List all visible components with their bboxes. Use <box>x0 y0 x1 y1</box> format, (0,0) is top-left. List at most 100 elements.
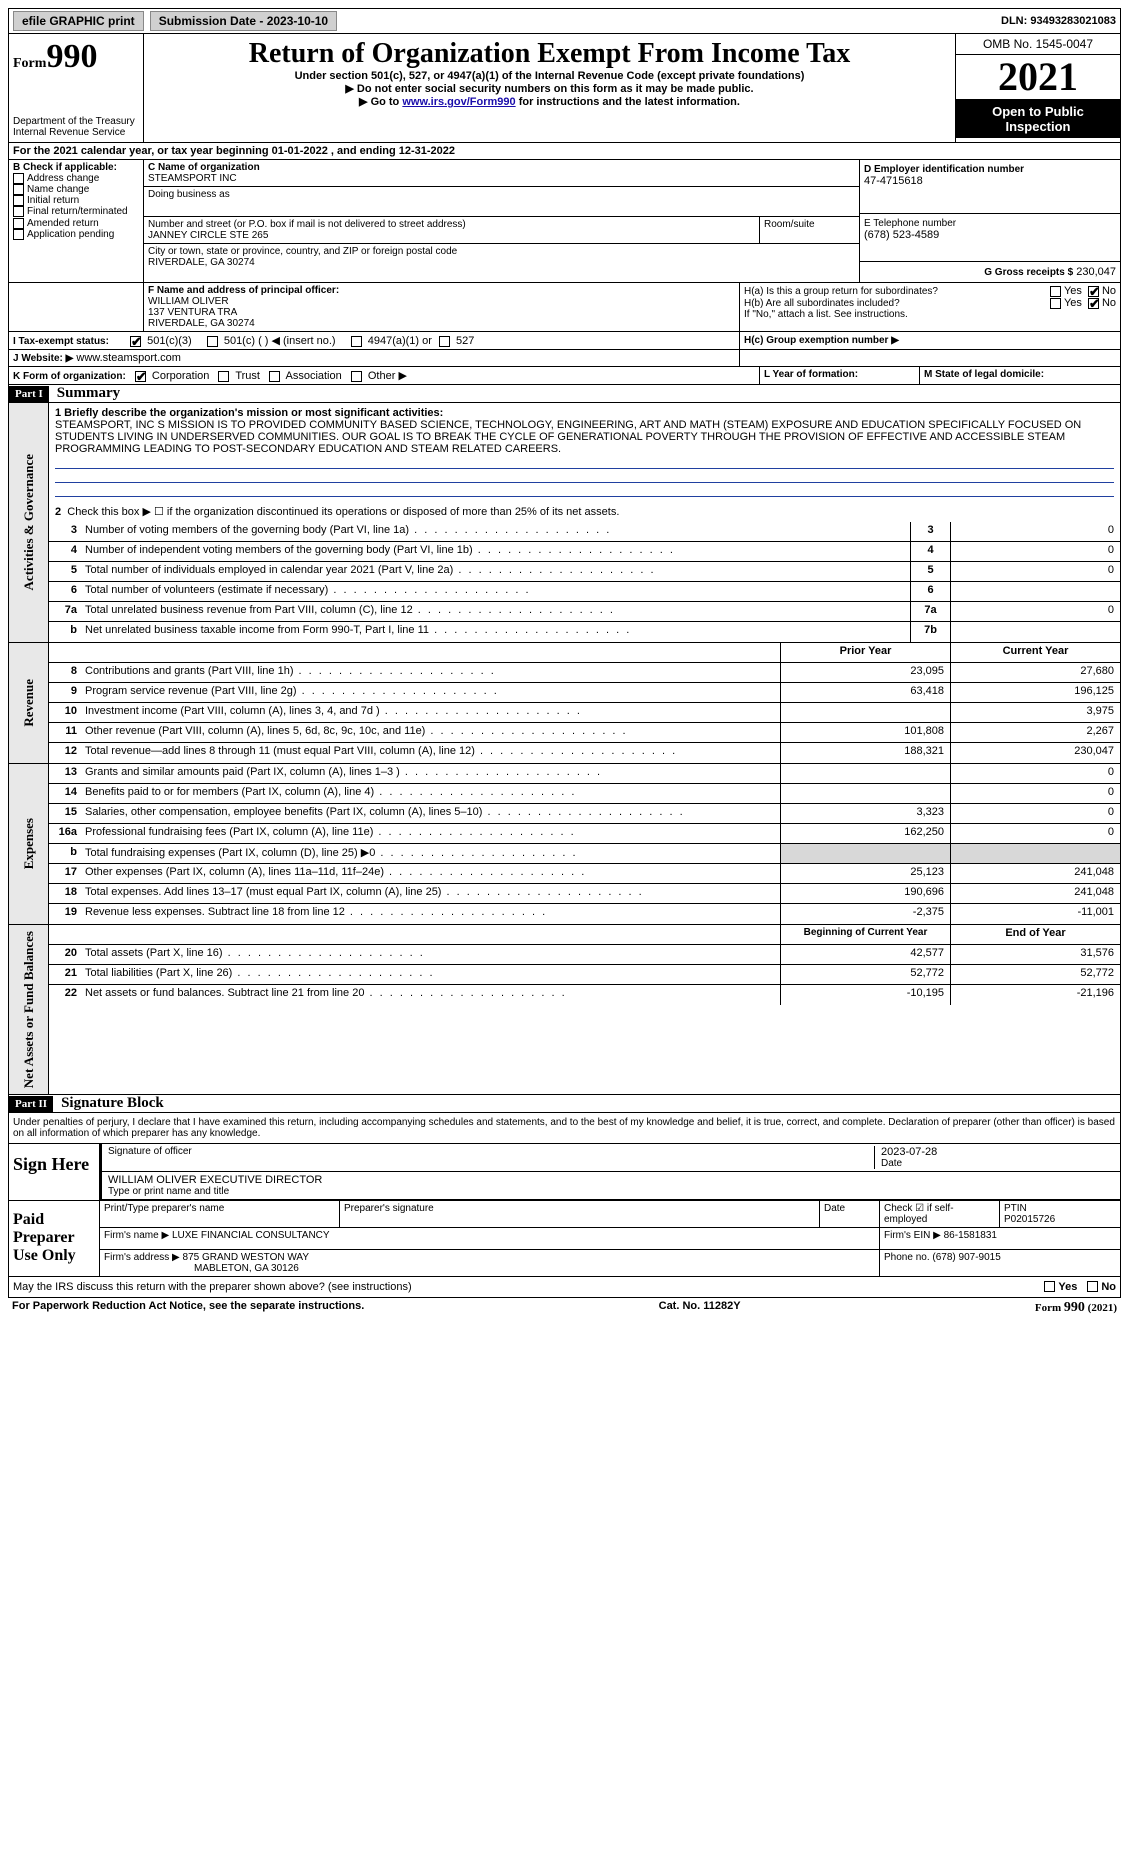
revenue-line: 8Contributions and grants (Part VIII, li… <box>49 663 1120 683</box>
other-checkbox[interactable] <box>351 371 362 382</box>
form-number: 990 <box>46 38 97 75</box>
amended-checkbox[interactable] <box>13 218 24 229</box>
revenue-line: 12Total revenue—add lines 8 through 11 (… <box>49 743 1120 763</box>
footer-left: For Paperwork Reduction Act Notice, see … <box>12 1300 364 1316</box>
final-return-checkbox[interactable] <box>13 206 24 217</box>
summary-line: 5Total number of individuals employed in… <box>49 562 1120 582</box>
footer-mid: Cat. No. 11282Y <box>659 1300 741 1316</box>
501c3-checkbox[interactable] <box>130 336 141 347</box>
form-title: Return of Organization Exempt From Incom… <box>152 38 947 70</box>
netasset-line: 20Total assets (Part X, line 16)42,57731… <box>49 945 1120 965</box>
box-k-label: K Form of organization: <box>13 371 126 382</box>
status-block: I Tax-exempt status: 501(c)(3) 501(c) ( … <box>8 332 1121 350</box>
top-bar: efile GRAPHIC print Submission Date - 20… <box>8 8 1121 34</box>
firm-addr-label: Firm's address ▶ <box>104 1252 180 1263</box>
addr-change-checkbox[interactable] <box>13 173 24 184</box>
501c-checkbox[interactable] <box>207 336 218 347</box>
part-1-head: Part I <box>9 386 49 402</box>
hb-label: H(b) Are all subordinates included? <box>744 298 1050 309</box>
irs-link[interactable]: www.irs.gov/Form990 <box>402 96 515 108</box>
firm-addr1: 875 GRAND WESTON WAY <box>183 1252 310 1263</box>
firm-phone: (678) 907-9015 <box>932 1252 1000 1263</box>
netassets-section: Net Assets or Fund Balances Beginning of… <box>8 925 1121 1095</box>
net-vlabel: Net Assets or Fund Balances <box>19 925 39 1094</box>
netasset-line: 21Total liabilities (Part X, line 26)52,… <box>49 965 1120 985</box>
gov-vlabel: Activities & Governance <box>19 448 39 596</box>
netasset-line: 22Net assets or fund balances. Subtract … <box>49 985 1120 1005</box>
page-footer: For Paperwork Reduction Act Notice, see … <box>8 1298 1121 1318</box>
hb-note: If "No," attach a list. See instructions… <box>744 309 1116 320</box>
irs-label: Internal Revenue Service <box>13 127 139 138</box>
officer-street: 137 VENTURA TRA <box>148 307 735 318</box>
part-2-title: Signature Block <box>53 1095 164 1112</box>
revenue-line: 9Program service revenue (Part VIII, lin… <box>49 683 1120 703</box>
initial-return-checkbox[interactable] <box>13 195 24 206</box>
firm-addr2: MABLETON, GA 30126 <box>194 1263 299 1274</box>
revenue-section: Revenue Prior Year Current Year 8Contrib… <box>8 643 1121 764</box>
expenses-section: Expenses 13Grants and similar amounts pa… <box>8 764 1121 925</box>
discuss-yes-checkbox[interactable] <box>1044 1281 1055 1292</box>
prep-date-label: Date <box>820 1201 880 1227</box>
dln-label: DLN: 93493283021083 <box>1001 15 1116 27</box>
527-checkbox[interactable] <box>439 336 450 347</box>
print-name-label: Print/Type preparer's name <box>100 1201 340 1227</box>
expense-line: 19Revenue less expenses. Subtract line 1… <box>49 904 1120 924</box>
4947-checkbox[interactable] <box>351 336 362 347</box>
box-i-label: I Tax-exempt status: <box>13 336 109 347</box>
expense-line: 18Total expenses. Add lines 13–17 (must … <box>49 884 1120 904</box>
name-title-label: Type or print name and title <box>108 1186 1114 1197</box>
officer-name-title: WILLIAM OLIVER EXECUTIVE DIRECTOR <box>108 1174 1114 1186</box>
header-note-2-pre: ▶ Go to <box>359 96 402 108</box>
city-value: RIVERDALE, GA 30274 <box>148 257 855 268</box>
firm-phone-label: Phone no. <box>884 1252 930 1263</box>
box-c-name-label: C Name of organization <box>148 162 855 173</box>
ptin-label: PTIN <box>1004 1203 1116 1214</box>
ha-yes-checkbox[interactable] <box>1050 286 1061 297</box>
name-change-checkbox[interactable] <box>13 184 24 195</box>
entity-block: B Check if applicable: Address change Na… <box>8 160 1121 283</box>
form-header: Form990 Department of the Treasury Inter… <box>8 34 1121 143</box>
summary-line: 4Number of independent voting members of… <box>49 542 1120 562</box>
room-label: Room/suite <box>759 217 859 243</box>
paid-preparer-label: Paid Preparer Use Only <box>9 1201 99 1276</box>
efile-print-button[interactable]: efile GRAPHIC print <box>13 11 144 31</box>
tax-year: 2021 <box>956 55 1120 100</box>
city-label: City or town, state or province, country… <box>148 246 855 257</box>
expense-line: 13Grants and similar amounts paid (Part … <box>49 764 1120 784</box>
rev-vlabel: Revenue <box>19 673 39 733</box>
form-subtitle: Under section 501(c), 527, or 4947(a)(1)… <box>152 70 947 82</box>
app-pending-checkbox[interactable] <box>13 229 24 240</box>
part-1-title: Summary <box>49 385 120 402</box>
corp-checkbox[interactable] <box>135 371 146 382</box>
hb-yes-checkbox[interactable] <box>1050 298 1061 309</box>
firm-name: LUXE FINANCIAL CONSULTANCY <box>172 1230 330 1241</box>
expense-line: 17Other expenses (Part IX, column (A), l… <box>49 864 1120 884</box>
activities-governance-section: Activities & Governance 1 Briefly descri… <box>8 403 1121 643</box>
gross-receipts: 230,047 <box>1076 266 1116 278</box>
firm-ein: 86-1581831 <box>944 1230 997 1241</box>
line-a: For the 2021 calendar year, or tax year … <box>8 143 1121 160</box>
sig-date-label: Date <box>881 1158 1114 1169</box>
summary-line: bNet unrelated business taxable income f… <box>49 622 1120 642</box>
street-label: Number and street (or P.O. box if mail i… <box>148 219 755 230</box>
box-g-label: G Gross receipts $ <box>984 267 1073 278</box>
org-name: STEAMSPORT INC <box>148 173 855 184</box>
assoc-checkbox[interactable] <box>269 371 280 382</box>
firm-ein-label: Firm's EIN ▶ <box>884 1230 941 1241</box>
dba-label: Doing business as <box>148 189 855 200</box>
header-note-1: ▶ Do not enter social security numbers o… <box>152 82 947 95</box>
signature-block: Under penalties of perjury, I declare th… <box>8 1113 1121 1298</box>
discuss-text: May the IRS discuss this return with the… <box>13 1281 1044 1293</box>
discuss-no-checkbox[interactable] <box>1087 1281 1098 1292</box>
omb-number: OMB No. 1545-0047 <box>956 34 1120 55</box>
street-value: JANNEY CIRCLE STE 265 <box>148 230 755 241</box>
expense-line: bTotal fundraising expenses (Part IX, co… <box>49 844 1120 864</box>
hb-no-checkbox[interactable] <box>1088 298 1099 309</box>
revenue-line: 11Other revenue (Part VIII, column (A), … <box>49 723 1120 743</box>
hc-label: H(c) Group exemption number ▶ <box>744 335 899 346</box>
submission-date-button[interactable]: Submission Date - 2023-10-10 <box>150 11 337 31</box>
summary-line: 6Total number of volunteers (estimate if… <box>49 582 1120 602</box>
box-b-label: B Check if applicable: <box>13 162 139 173</box>
trust-checkbox[interactable] <box>218 371 229 382</box>
website-row: J Website: ▶ www.steamsport.com <box>8 350 1121 367</box>
